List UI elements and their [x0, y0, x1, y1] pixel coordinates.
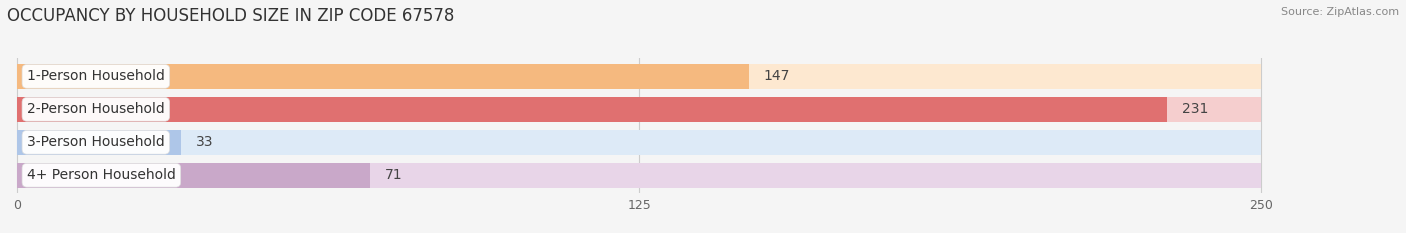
Bar [17, 97, 1167, 122]
Bar [17, 97, 1261, 122]
Text: Source: ZipAtlas.com: Source: ZipAtlas.com [1281, 7, 1399, 17]
Text: 147: 147 [763, 69, 790, 83]
Bar [17, 163, 1261, 188]
Bar [17, 64, 1261, 89]
Text: 231: 231 [1181, 102, 1208, 116]
Bar [17, 130, 181, 155]
Text: 2-Person Household: 2-Person Household [27, 102, 165, 116]
Bar [17, 64, 748, 89]
Text: 71: 71 [385, 168, 404, 182]
Text: 1-Person Household: 1-Person Household [27, 69, 165, 83]
Text: OCCUPANCY BY HOUSEHOLD SIZE IN ZIP CODE 67578: OCCUPANCY BY HOUSEHOLD SIZE IN ZIP CODE … [7, 7, 454, 25]
Text: 4+ Person Household: 4+ Person Household [27, 168, 176, 182]
Text: 33: 33 [197, 135, 214, 149]
Bar [17, 130, 1261, 155]
Bar [17, 163, 370, 188]
Text: 3-Person Household: 3-Person Household [27, 135, 165, 149]
